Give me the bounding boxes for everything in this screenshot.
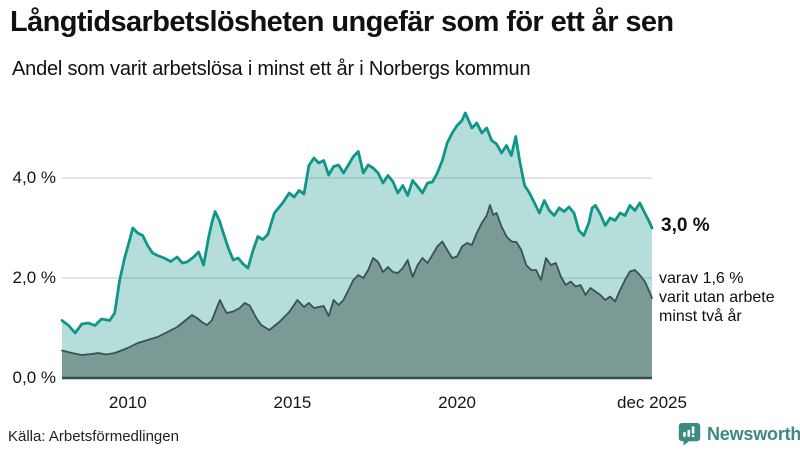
two-year-annotation-line3: minst två år <box>659 308 742 325</box>
series-total-one-year-line <box>60 111 654 335</box>
two-year-annotation: varav 1,6 % varit utan arbete minst två … <box>659 269 797 326</box>
two-year-annotation-line1: varav 1,6 % <box>659 270 744 287</box>
x-axis-tick-label: 2015 <box>273 393 312 412</box>
y-axis-tick-label: 0,0 % <box>12 368 56 387</box>
x-axis-tick-label: dec 2025 <box>617 393 687 412</box>
x-axis-tick-label: 2020 <box>438 393 476 412</box>
page-title: Långtidsarbetslösheten ungefär som för e… <box>10 6 674 38</box>
x-axis-tick-label: 2010 <box>108 393 147 412</box>
source-credit: Källa: Arbetsförmedlingen <box>8 428 179 445</box>
series-two-year-area <box>62 205 652 378</box>
chart-subtitle: Andel som varit arbetslösa i minst ett å… <box>12 58 531 80</box>
latest-value-label: 3,0 % <box>661 215 710 236</box>
two-year-annotation-line2: varit utan arbete <box>659 289 775 306</box>
series-two-year-line <box>61 204 653 356</box>
newsworthy-brand-text: Newsworthy <box>707 423 800 444</box>
newsworthy-logo-icon <box>678 422 701 446</box>
newsworthy-brand-link[interactable]: Newsworthy <box>678 422 800 446</box>
y-axis-tick-label: 2,0 % <box>12 268 56 287</box>
y-axis-tick-label: 4,0 % <box>12 168 56 187</box>
